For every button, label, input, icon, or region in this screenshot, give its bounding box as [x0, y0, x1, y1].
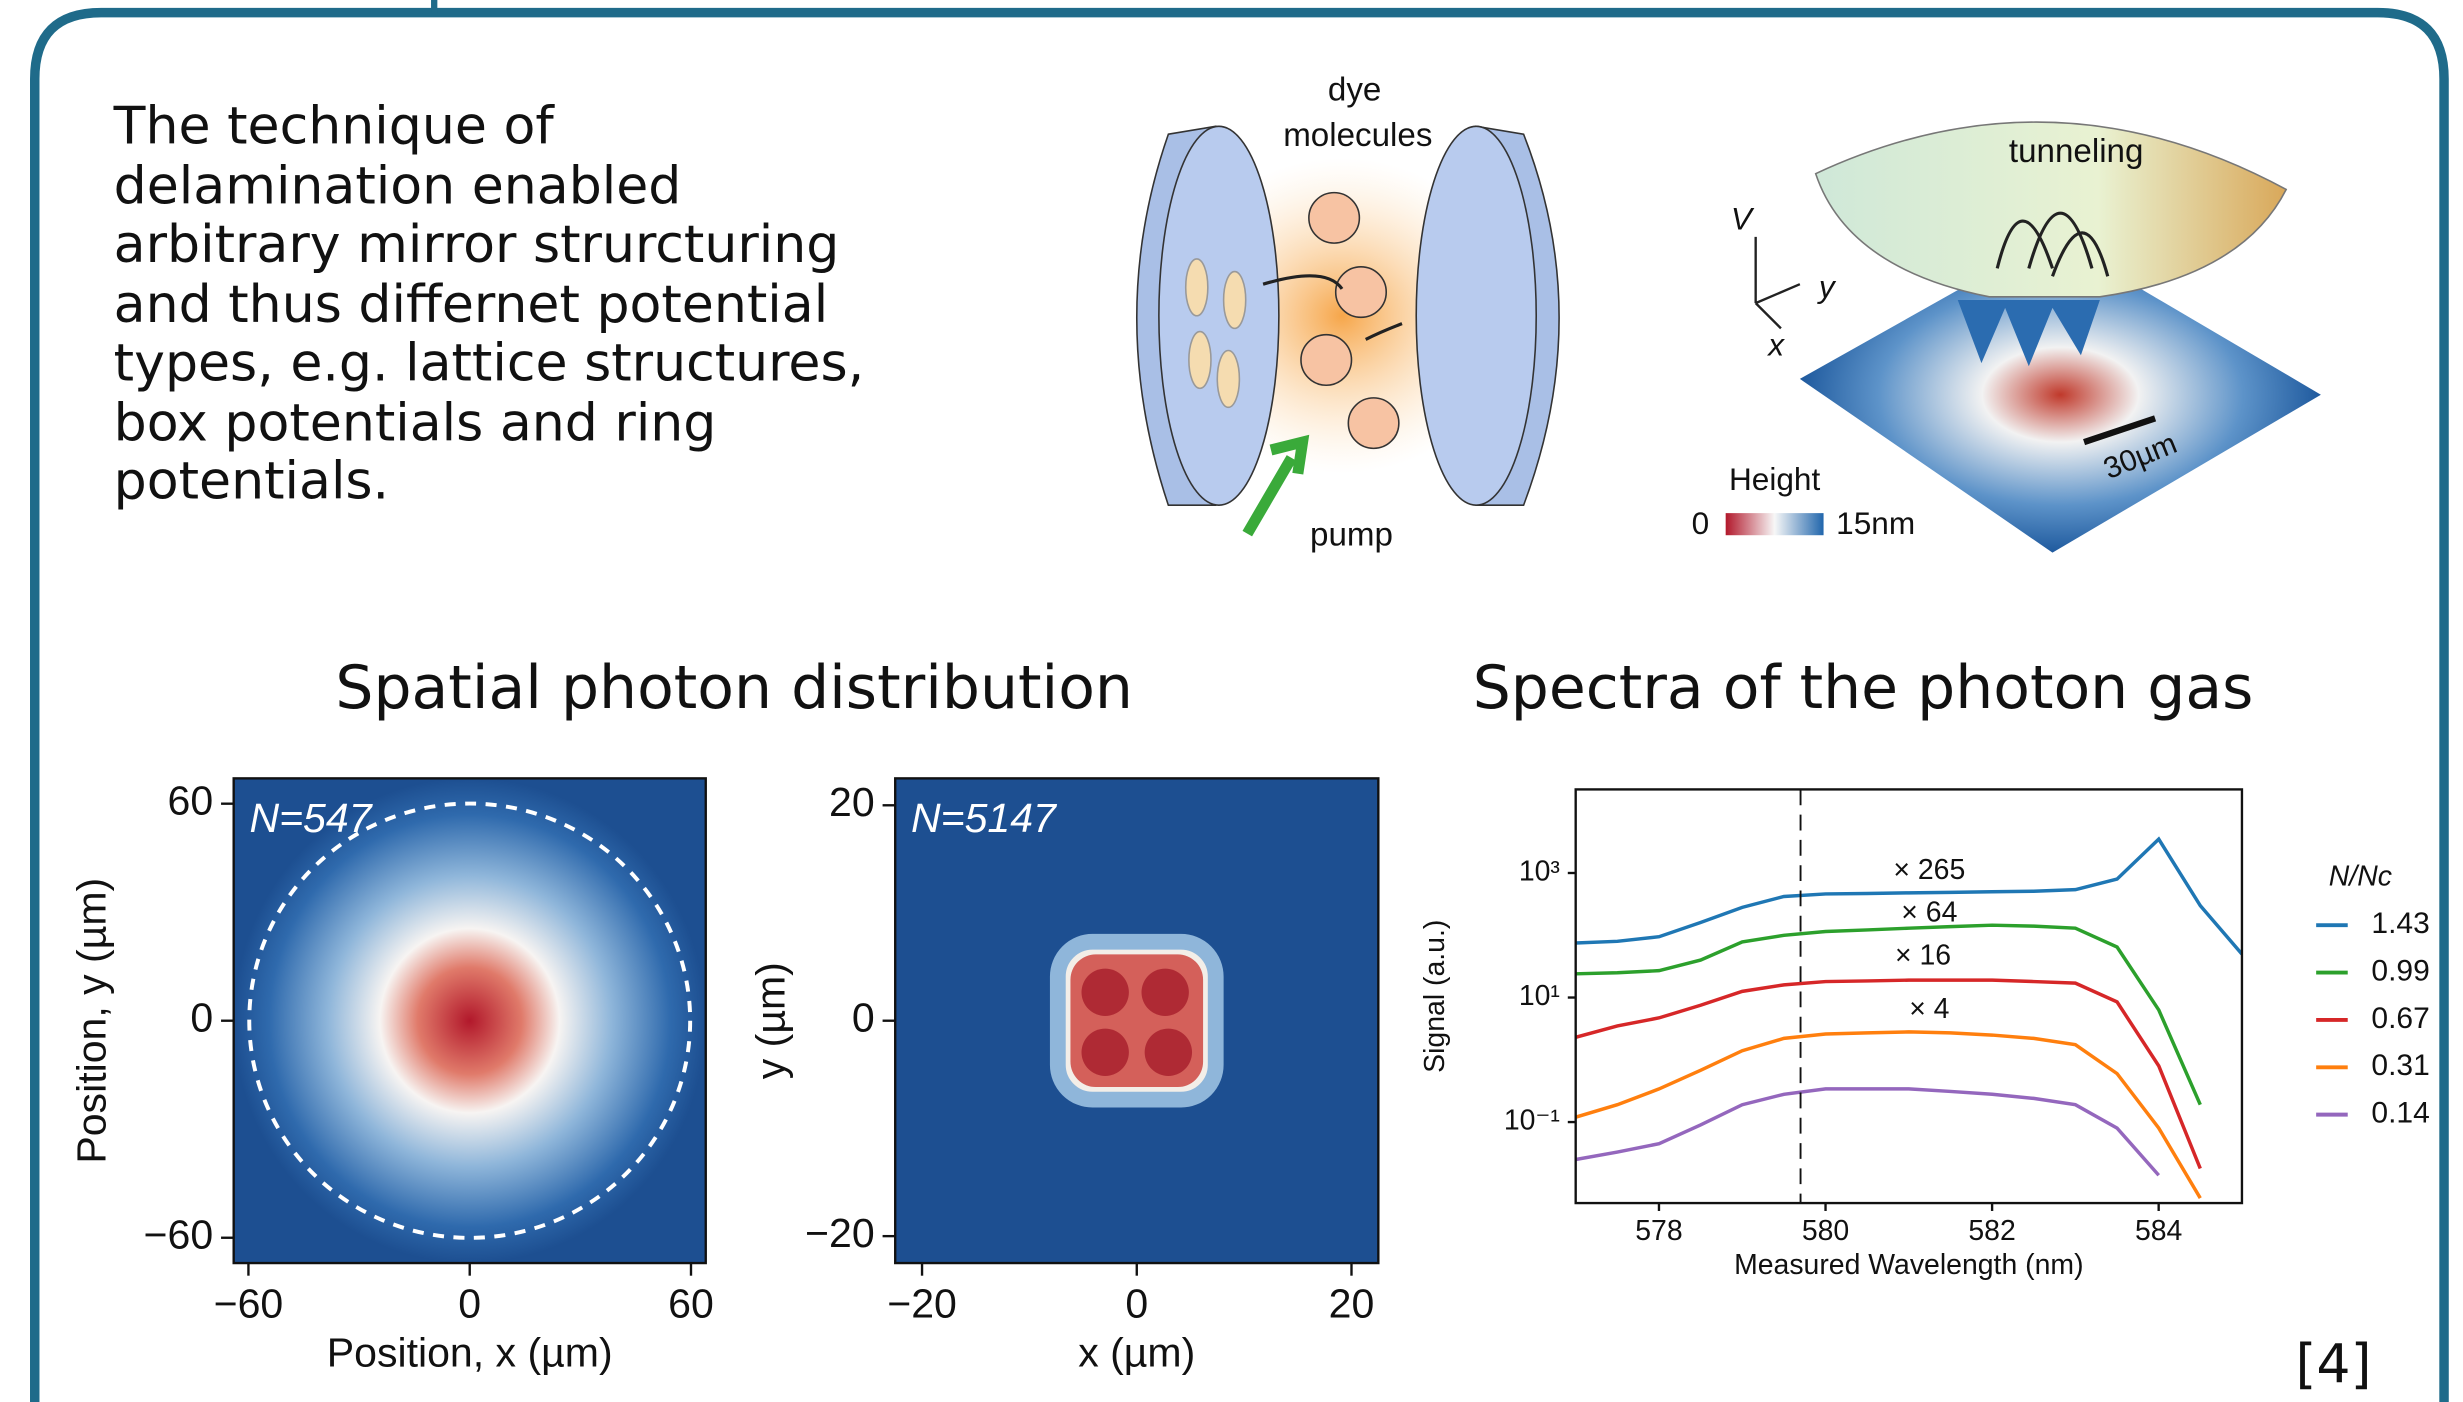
reference: [4]: [2296, 1332, 2372, 1395]
box-spot: [1145, 1029, 1192, 1076]
x-tick-label: −20: [887, 1280, 957, 1326]
y-axis-label: y (µm): [747, 962, 793, 1079]
label: pump: [1310, 517, 1393, 554]
annotation: × 64: [1901, 897, 1957, 929]
dot: [1217, 351, 1239, 408]
annotation: × 4: [1909, 993, 1949, 1025]
legend-title: N/Nc: [2329, 860, 2392, 892]
y-tick-label: 10¹: [1519, 980, 1560, 1012]
section-title: Spectra of the photon gas: [1473, 653, 2254, 723]
y-tick-label: 20: [829, 779, 875, 825]
y-axis-label: Position, y (µm): [69, 878, 115, 1164]
trap-diagram: tunneling V y x Height 0 15nm 30µm: [1692, 122, 2321, 552]
label: molecules: [1283, 117, 1432, 154]
label: dye: [1328, 71, 1381, 108]
y-tick-label: 60: [168, 778, 214, 824]
label: 15nm: [1836, 505, 1915, 541]
label: y: [1817, 268, 1837, 304]
molecule: [1336, 267, 1387, 318]
y-tick-label: 0: [190, 995, 213, 1041]
molecule: [1301, 335, 1352, 386]
colorbar: [1726, 513, 1824, 535]
label: tunneling: [2009, 133, 2144, 170]
x-axis-label: Position, x (µm): [327, 1330, 613, 1376]
annotation: N=5147: [911, 795, 1058, 841]
x-axis-label: Measured Wavelength (nm): [1734, 1249, 2083, 1281]
paragraph: The technique of delamination enabled ar…: [113, 96, 865, 511]
molecule: [1348, 398, 1399, 449]
x-tick-label: 0: [1125, 1280, 1148, 1326]
label: Height: [1729, 461, 1820, 497]
text-line: arbitrary mirror strurcturing: [114, 215, 840, 275]
annotation: × 265: [1893, 854, 1965, 886]
legend-label: 1.43: [2371, 907, 2429, 940]
label: x: [1766, 327, 1785, 363]
x-tick-label: 0: [458, 1280, 481, 1326]
page: The technique of delamination enabled ar…: [0, 0, 2463, 1402]
legend-label: 0.31: [2371, 1049, 2429, 1082]
text-line: box potentials and ring: [114, 393, 717, 453]
y-tick-label: 10⁻¹: [1504, 1105, 1560, 1137]
box-spot: [1142, 969, 1189, 1016]
text-line: The technique of: [113, 96, 556, 156]
legend-label: 0.14: [2371, 1097, 2429, 1130]
x-tick-label: −60: [214, 1280, 284, 1326]
y-tick-label: 0: [852, 995, 875, 1041]
x-tick-label: 584: [2135, 1215, 2182, 1247]
mirror-face: [1159, 126, 1279, 505]
annotation: × 16: [1895, 939, 1951, 971]
text-line: potentials.: [114, 452, 389, 512]
y-tick-label: −60: [144, 1212, 214, 1258]
charts: N=547 −60 0 60 −60 0 60 Position, x (µm) Positio…: [69, 778, 2430, 1376]
x-tick-label: 60: [668, 1280, 714, 1326]
section-title: Spatial photon distribution: [335, 653, 1133, 723]
dot: [1186, 259, 1208, 316]
box-spot: [1082, 1029, 1129, 1076]
y-axis-label: Signal (a.u.): [1419, 920, 1451, 1073]
molecule: [1309, 193, 1360, 244]
label: V: [1731, 200, 1755, 236]
axes-icon: [1756, 237, 1800, 329]
box-spot: [1082, 969, 1129, 1016]
legend-label: 0.99: [2371, 954, 2429, 987]
cavity-diagram: dye molecules pump: [1137, 71, 1559, 553]
x-tick-label: 582: [1968, 1215, 2015, 1247]
dot: [1224, 272, 1246, 329]
legend-label: 0.67: [2371, 1002, 2429, 1035]
dot: [1189, 332, 1211, 389]
x-tick-label: 580: [1802, 1215, 1849, 1247]
y-tick-label: 10³: [1519, 856, 1560, 888]
text-line: types, e.g. lattice structures,: [114, 333, 865, 393]
heatmap-blob: [234, 778, 706, 1263]
x-tick-label: 578: [1635, 1215, 1682, 1247]
x-tick-label: 20: [1329, 1280, 1375, 1326]
label: 0: [1692, 505, 1710, 541]
text-line: and thus differnet potential: [114, 275, 828, 335]
y-tick-label: −20: [805, 1210, 875, 1256]
x-axis-label: x (µm): [1078, 1330, 1195, 1376]
annotation: N=547: [249, 795, 373, 841]
text-line: delamination enabled: [114, 156, 682, 216]
mirror-face: [1416, 126, 1536, 505]
